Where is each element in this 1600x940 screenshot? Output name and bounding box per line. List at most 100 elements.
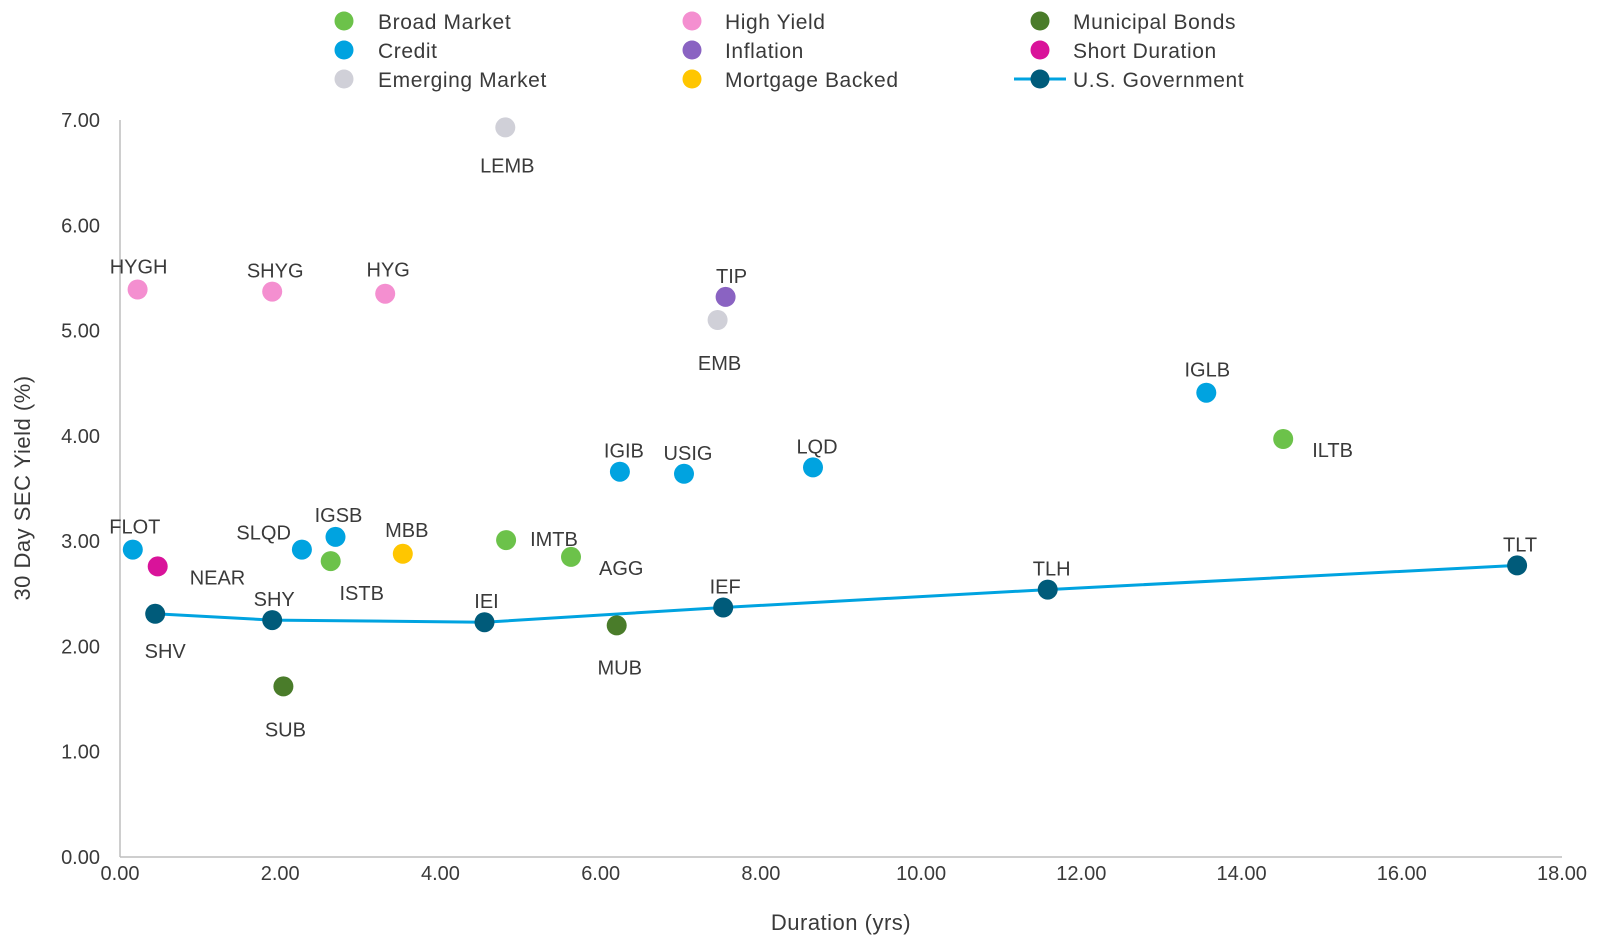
legend-item-emerging-market: Emerging Market xyxy=(334,69,547,92)
y-tick-label: 5.00 xyxy=(61,321,100,343)
y-tick-label: 3.00 xyxy=(61,531,100,553)
x-tick-label: 18.00 xyxy=(1537,863,1587,885)
legend-label: Short Duration xyxy=(1073,40,1217,63)
point-iglb xyxy=(1196,382,1217,403)
point-label-shyg: SHYG xyxy=(247,261,304,283)
point-imtb xyxy=(496,530,517,551)
point-tip xyxy=(715,286,736,307)
point-label-usig: USIG xyxy=(664,443,713,465)
point-iei xyxy=(474,612,495,633)
legend-label: Municipal Bonds xyxy=(1073,11,1236,34)
legend-marker xyxy=(682,11,702,31)
x-tick-label: 14.00 xyxy=(1217,863,1267,885)
y-tick-label: 7.00 xyxy=(61,110,100,132)
point-label-shv: SHV xyxy=(145,641,187,663)
legend-marker xyxy=(1030,40,1050,60)
point-label-agg: AGG xyxy=(599,558,643,580)
legend-marker xyxy=(334,40,354,60)
point-shy xyxy=(262,610,283,631)
legend-label: Credit xyxy=(378,40,438,63)
point-flot xyxy=(122,539,143,560)
point-label-tip: TIP xyxy=(716,266,747,288)
y-tick-label: 6.00 xyxy=(61,215,100,237)
point-tlt xyxy=(1507,555,1528,576)
legend-marker xyxy=(334,11,354,31)
legend-label: High Yield xyxy=(725,11,826,34)
legend-label: Mortgage Backed xyxy=(725,69,899,92)
x-tick-label: 4.00 xyxy=(421,863,460,885)
point-lqd xyxy=(803,457,823,478)
series-lines xyxy=(155,563,1518,624)
legend-item-high-yield: High Yield xyxy=(682,11,826,34)
legend-marker xyxy=(682,69,702,89)
point-label-lemb: LEMB xyxy=(480,155,534,177)
point-label-lqd: LQD xyxy=(796,436,837,458)
axes: 0.00 2.00 4.00 6.00 8.00 10.00 12.00 14.00 16.00… xyxy=(10,110,1587,935)
legend-item-broad-market: Broad Market xyxy=(334,11,511,34)
x-tick-label: 16.00 xyxy=(1377,863,1427,885)
legend-marker xyxy=(1030,11,1050,31)
point-label-imtb: IMTB xyxy=(530,529,578,551)
y-axis-title: 30 Day SEC Yield (%) xyxy=(10,375,35,600)
point-agg xyxy=(561,546,581,567)
point-ief xyxy=(713,597,734,618)
point-label-tlt: TLT xyxy=(1503,534,1537,556)
legend-item-mortgage-backed: Mortgage Backed xyxy=(682,69,899,92)
point-label-iei: IEI xyxy=(474,591,498,613)
legend: Broad Market Credit Emerging Market High Yi… xyxy=(334,11,1244,92)
point-label-mbb: MBB xyxy=(385,520,428,542)
x-tick-label: 0.00 xyxy=(101,863,140,885)
x-tick-label: 6.00 xyxy=(581,863,620,885)
point-tlh xyxy=(1037,579,1058,600)
legend-item-credit: Credit xyxy=(334,40,438,63)
x-tick-labels: 0.00 2.00 4.00 6.00 8.00 10.00 12.00 14.00 16.00… xyxy=(101,863,1588,885)
data-points xyxy=(122,117,1528,697)
point-label-hygh: HYGH xyxy=(110,257,168,279)
point-label-ief: IEF xyxy=(710,577,741,599)
point-hygh xyxy=(127,279,148,300)
legend-label: U.S. Government xyxy=(1073,69,1244,92)
x-tick-label: 2.00 xyxy=(261,863,300,885)
point-mub xyxy=(606,615,627,636)
point-label-hyg: HYG xyxy=(367,260,410,282)
point-shyg xyxy=(262,281,283,302)
point-mbb xyxy=(392,543,413,564)
point-igsb xyxy=(325,526,346,547)
point-label-mub: MUB xyxy=(597,657,641,679)
point-label-shy: SHY xyxy=(254,589,295,611)
series-line-u-s-government xyxy=(155,563,1518,624)
point-label-igsb: IGSB xyxy=(315,505,363,527)
legend-marker xyxy=(334,69,354,89)
legend-item-municipal-bonds: Municipal Bonds xyxy=(1030,11,1236,34)
point-istb xyxy=(320,551,341,572)
legend-marker xyxy=(682,40,702,60)
legend-label: Broad Market xyxy=(378,11,511,34)
y-tick-label: 2.00 xyxy=(61,636,100,658)
legend-item-short-duration: Short Duration xyxy=(1030,40,1217,63)
y-tick-label: 0.00 xyxy=(61,847,100,869)
x-tick-label: 12.00 xyxy=(1056,863,1106,885)
legend-item-u-s-government: U.S. Government xyxy=(1014,69,1244,92)
point-label-igib: IGIB xyxy=(604,441,644,463)
point-shv xyxy=(145,603,166,624)
x-tick-label: 10.00 xyxy=(896,863,946,885)
point-usig xyxy=(674,463,694,484)
point-label-slqd: SLQD xyxy=(236,523,290,545)
point-label-flot: FLOT xyxy=(109,517,160,539)
point-label-iglb: IGLB xyxy=(1185,360,1231,382)
data-point-labels: ISTB IMTB AGG ILTB FLOT SLQD IGSB IGIB USIG LQD IG… xyxy=(109,155,1537,741)
point-label-istb: ISTB xyxy=(339,583,383,605)
point-near xyxy=(147,556,168,577)
point-label-emb: EMB xyxy=(698,353,741,375)
y-tick-labels: 0.00 1.00 2.00 3.00 4.00 5.00 6.00 7.00 xyxy=(61,110,100,869)
y-tick-label: 4.00 xyxy=(61,426,100,448)
point-lemb xyxy=(495,117,516,138)
point-slqd xyxy=(291,539,312,560)
legend-label: Emerging Market xyxy=(378,69,547,92)
point-emb xyxy=(707,310,728,330)
legend-label: Inflation xyxy=(725,40,804,63)
x-tick-label: 8.00 xyxy=(741,863,780,885)
point-hyg xyxy=(375,283,396,304)
point-iltb xyxy=(1273,429,1294,449)
